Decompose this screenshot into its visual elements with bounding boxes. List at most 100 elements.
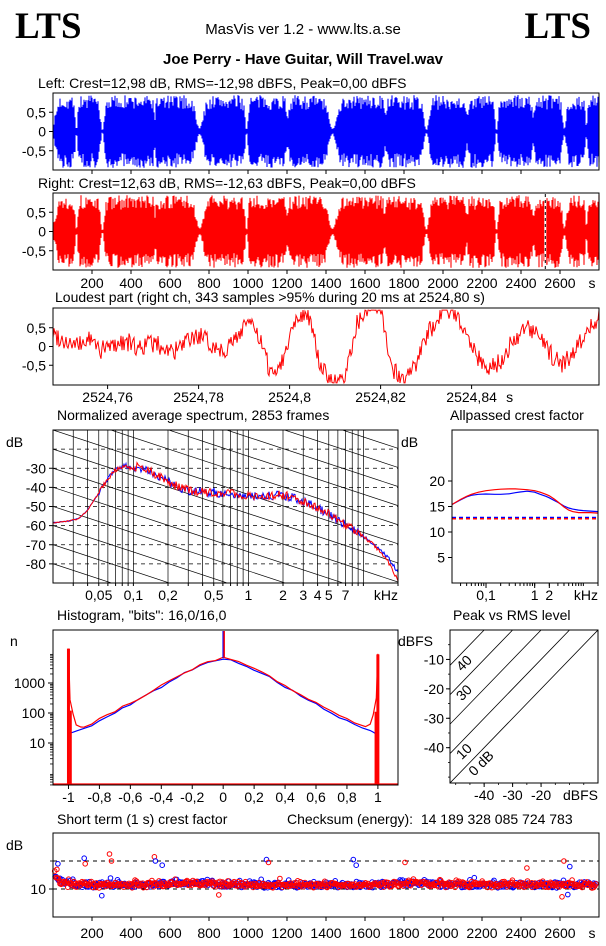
tick-label: 10 bbox=[429, 524, 445, 540]
data-point bbox=[0, 0, 3, 3]
data-point bbox=[0, 0, 3, 3]
data-point bbox=[0, 0, 3, 3]
data-point bbox=[0, 0, 3, 3]
data-point bbox=[0, 0, 3, 3]
right-waveform-title: Right: Crest=12,63 dB, RMS=-12,63 dBFS, … bbox=[38, 175, 416, 191]
data-point bbox=[0, 0, 3, 3]
data-point bbox=[0, 0, 3, 3]
data-point bbox=[569, 877, 575, 883]
data-point bbox=[0, 0, 3, 3]
data-point bbox=[0, 0, 3, 3]
data-point bbox=[0, 0, 3, 3]
data-point bbox=[0, 0, 3, 3]
data-point bbox=[0, 0, 3, 3]
data-point bbox=[0, 0, 3, 3]
spectrum-plot: -30 -40 -50 -60 -70 -80 0,05 0,1 0,2 0,5 1 2 3 4 5 7 kHz bbox=[26, 429, 399, 603]
tick-label: -20 bbox=[424, 681, 444, 697]
data-point bbox=[0, 0, 3, 3]
data-point bbox=[294, 878, 301, 884]
data-point bbox=[0, 0, 3, 3]
data-point bbox=[0, 0, 3, 3]
tick-label: 200 bbox=[80, 275, 104, 291]
data-point bbox=[0, 0, 3, 3]
data-point bbox=[0, 0, 3, 3]
data-point bbox=[0, 0, 3, 3]
data-point bbox=[0, 0, 3, 3]
data-point bbox=[0, 0, 3, 3]
data-point bbox=[0, 0, 3, 3]
tick-label: 1000 bbox=[232, 925, 263, 941]
data-point bbox=[0, 0, 3, 3]
tick-label: 1 bbox=[244, 587, 252, 603]
data-point bbox=[0, 0, 3, 3]
tick-label: 800 bbox=[197, 275, 221, 291]
data-point bbox=[0, 0, 3, 3]
data-point bbox=[0, 0, 3, 3]
data-point bbox=[0, 0, 3, 3]
data-point bbox=[0, 0, 3, 3]
data-point bbox=[0, 0, 3, 3]
data-point bbox=[0, 0, 3, 3]
tick-label: 20 bbox=[429, 473, 445, 489]
tick-label: s bbox=[589, 275, 596, 291]
data-point bbox=[0, 0, 3, 3]
data-point bbox=[156, 878, 162, 884]
data-point bbox=[0, 0, 3, 3]
data-point bbox=[55, 875, 62, 882]
data-point bbox=[0, 0, 3, 3]
data-point bbox=[0, 0, 3, 3]
data-point bbox=[0, 0, 3, 3]
data-point bbox=[0, 0, 3, 3]
data-point bbox=[0, 0, 3, 3]
data-point bbox=[0, 0, 3, 3]
data-point bbox=[0, 0, 3, 3]
data-point bbox=[0, 0, 3, 3]
data-point bbox=[0, 0, 3, 3]
tick-label: 800 bbox=[197, 925, 221, 941]
tick-label: 0,2 bbox=[158, 587, 178, 603]
tick-label: 4 bbox=[314, 587, 322, 603]
data-point bbox=[0, 0, 3, 3]
data-point bbox=[0, 0, 3, 3]
data-point bbox=[0, 0, 3, 3]
data-point bbox=[0, 0, 3, 3]
data-point bbox=[0, 0, 3, 3]
tick-label: 10 bbox=[453, 740, 475, 762]
data-point bbox=[0, 0, 3, 3]
data-point bbox=[0, 0, 3, 3]
data-point bbox=[0, 0, 3, 3]
data-point bbox=[0, 0, 3, 3]
data-point bbox=[0, 0, 3, 3]
tick-label: -0,8 bbox=[87, 789, 111, 805]
data-point bbox=[0, 0, 3, 3]
tick-label: 200 bbox=[80, 925, 104, 941]
data-point bbox=[0, 0, 3, 3]
data-point bbox=[0, 0, 3, 3]
data-point bbox=[0, 0, 3, 3]
scatter-right bbox=[0, 0, 3, 3]
data-point bbox=[0, 0, 3, 3]
tick-label: kHz bbox=[574, 587, 598, 603]
tick-label: -40 bbox=[26, 479, 46, 495]
plot-frame bbox=[52, 832, 600, 918]
checksum-label: Checksum (energy): 14 189 328 085 724 78… bbox=[287, 811, 573, 827]
data-point bbox=[0, 0, 3, 3]
data-point bbox=[0, 0, 3, 3]
data-point bbox=[0, 0, 3, 3]
diag-line bbox=[450, 630, 485, 666]
data-point bbox=[0, 0, 3, 3]
histogram-ylabel: n bbox=[10, 633, 18, 649]
tick-label: -60 bbox=[26, 518, 46, 534]
data-point bbox=[0, 0, 3, 3]
data-point bbox=[0, 0, 3, 3]
data-point bbox=[0, 0, 3, 3]
tick-label: s bbox=[589, 925, 596, 941]
tick-label: 2200 bbox=[466, 925, 497, 941]
data-point bbox=[0, 0, 3, 3]
tick-label: -40 bbox=[424, 740, 444, 756]
scatter-left bbox=[0, 0, 3, 3]
data-point bbox=[0, 0, 3, 3]
data-point bbox=[0, 0, 3, 3]
data-point bbox=[0, 0, 3, 3]
data-point bbox=[0, 0, 3, 3]
